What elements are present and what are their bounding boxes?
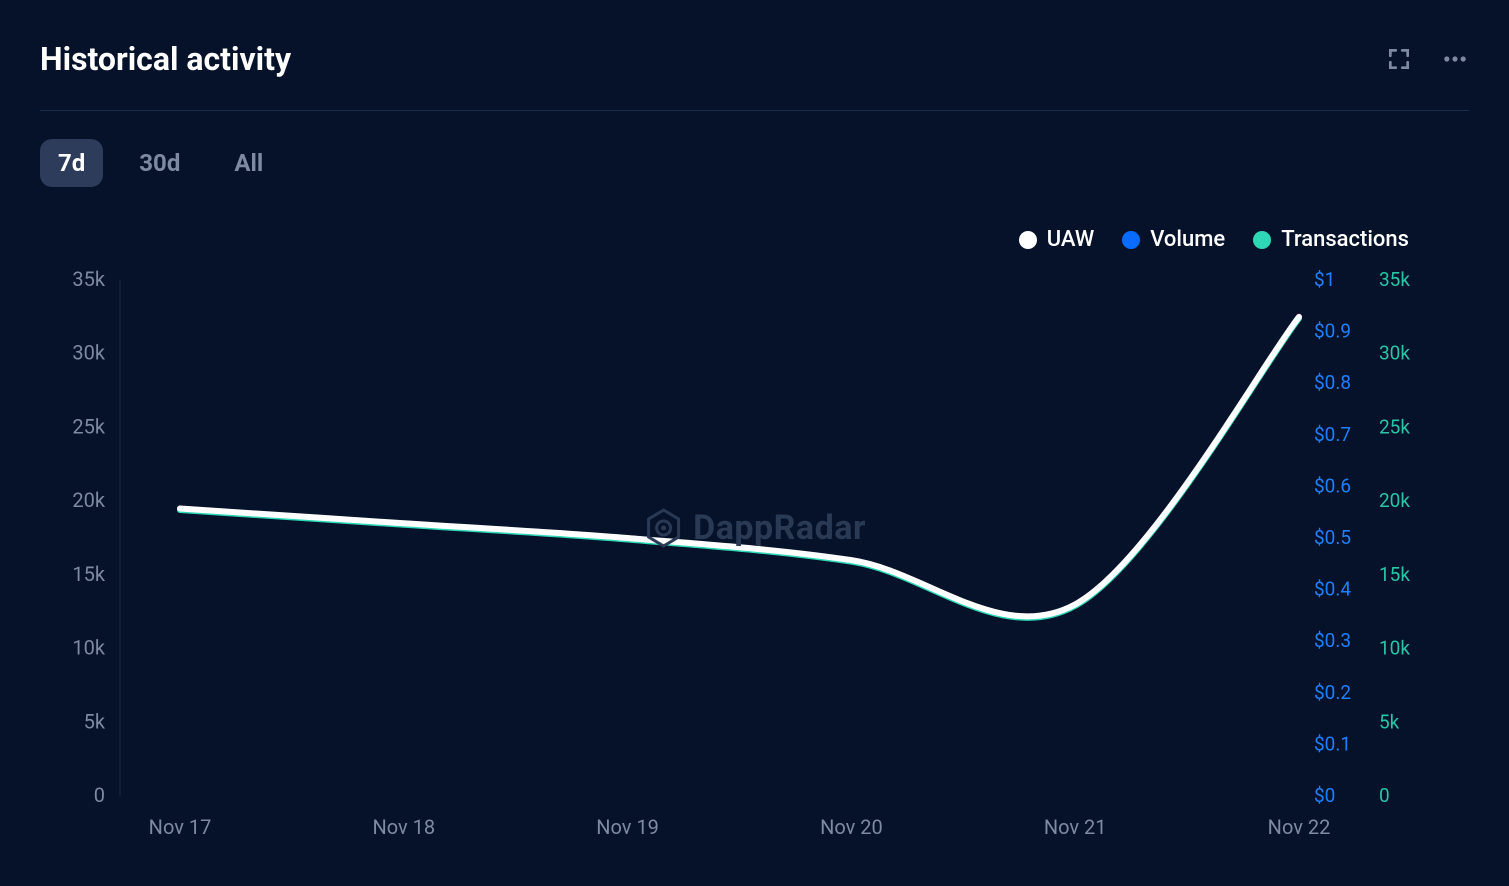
legend-dot-icon bbox=[1122, 231, 1140, 249]
time-range-30d[interactable]: 30d bbox=[121, 139, 198, 187]
svg-text:$0.4: $0.4 bbox=[1314, 578, 1351, 601]
svg-text:$0.7: $0.7 bbox=[1314, 423, 1351, 446]
svg-text:$0.2: $0.2 bbox=[1314, 681, 1351, 704]
panel-title: Historical activity bbox=[40, 40, 291, 78]
svg-text:0: 0 bbox=[1379, 784, 1390, 807]
legend-label: Volume bbox=[1150, 227, 1225, 252]
svg-text:$0.3: $0.3 bbox=[1314, 629, 1351, 652]
svg-text:Nov 18: Nov 18 bbox=[372, 815, 435, 839]
legend-item-volume[interactable]: Volume bbox=[1122, 227, 1225, 252]
svg-text:30k: 30k bbox=[72, 341, 105, 365]
svg-text:$0.5: $0.5 bbox=[1314, 526, 1351, 549]
svg-text:25k: 25k bbox=[72, 414, 105, 438]
legend-item-transactions[interactable]: Transactions bbox=[1253, 227, 1409, 252]
header-actions bbox=[1385, 45, 1469, 73]
svg-text:$0.1: $0.1 bbox=[1314, 732, 1351, 755]
svg-text:$0.8: $0.8 bbox=[1314, 371, 1351, 394]
svg-text:5k: 5k bbox=[1379, 710, 1400, 733]
svg-text:35k: 35k bbox=[72, 270, 105, 291]
svg-text:0: 0 bbox=[94, 783, 105, 807]
svg-text:$0: $0 bbox=[1314, 784, 1335, 807]
svg-text:Nov 17: Nov 17 bbox=[149, 815, 212, 839]
svg-text:15k: 15k bbox=[1379, 563, 1410, 586]
legend-label: UAW bbox=[1047, 227, 1095, 252]
chart-legend: UAW Volume Transactions bbox=[40, 227, 1469, 252]
svg-text:$0.9: $0.9 bbox=[1314, 320, 1351, 343]
chart-area: DappRadar 35k30k25k20k15k10k5k0$1$0.9$0.… bbox=[40, 270, 1469, 856]
legend-dot-icon bbox=[1019, 231, 1037, 249]
svg-text:35k: 35k bbox=[1379, 270, 1410, 291]
line-chart[interactable]: 35k 30k 25k 20k 15k 10k 5k 0 $1 $0.9 $0.8 $0.7 $0.6 $… bbox=[40, 270, 1469, 856]
panel-header: Historical activity bbox=[40, 40, 1469, 111]
svg-text:15k: 15k bbox=[72, 562, 105, 586]
svg-text:Nov 22: Nov 22 bbox=[1268, 815, 1331, 839]
svg-text:Nov 20: Nov 20 bbox=[820, 815, 883, 839]
svg-text:10k: 10k bbox=[72, 636, 105, 660]
svg-text:30k: 30k bbox=[1379, 342, 1410, 365]
svg-text:Nov 19: Nov 19 bbox=[596, 815, 659, 839]
time-range-all[interactable]: All bbox=[216, 139, 281, 187]
svg-text:20k: 20k bbox=[1379, 489, 1410, 512]
svg-text:25k: 25k bbox=[1379, 415, 1410, 438]
more-icon[interactable] bbox=[1441, 45, 1469, 73]
time-range-selector: 7d 30d All bbox=[40, 139, 1469, 187]
legend-item-uaw[interactable]: UAW bbox=[1019, 227, 1095, 252]
svg-text:$0.6: $0.6 bbox=[1314, 474, 1351, 497]
series-line-transactions bbox=[180, 318, 1299, 618]
expand-icon[interactable] bbox=[1385, 45, 1413, 73]
historical-activity-panel: Historical activity 7d 30d All UAW Volume Tr… bbox=[0, 0, 1509, 886]
series-line-uaw bbox=[180, 317, 1299, 617]
svg-text:Nov 21: Nov 21 bbox=[1044, 815, 1107, 839]
svg-text:20k: 20k bbox=[72, 488, 105, 512]
svg-text:10k: 10k bbox=[1379, 637, 1410, 660]
legend-dot-icon bbox=[1253, 231, 1271, 249]
time-range-7d[interactable]: 7d bbox=[40, 139, 103, 187]
legend-label: Transactions bbox=[1281, 227, 1409, 252]
svg-text:$1: $1 bbox=[1314, 270, 1335, 291]
svg-text:5k: 5k bbox=[84, 709, 106, 733]
